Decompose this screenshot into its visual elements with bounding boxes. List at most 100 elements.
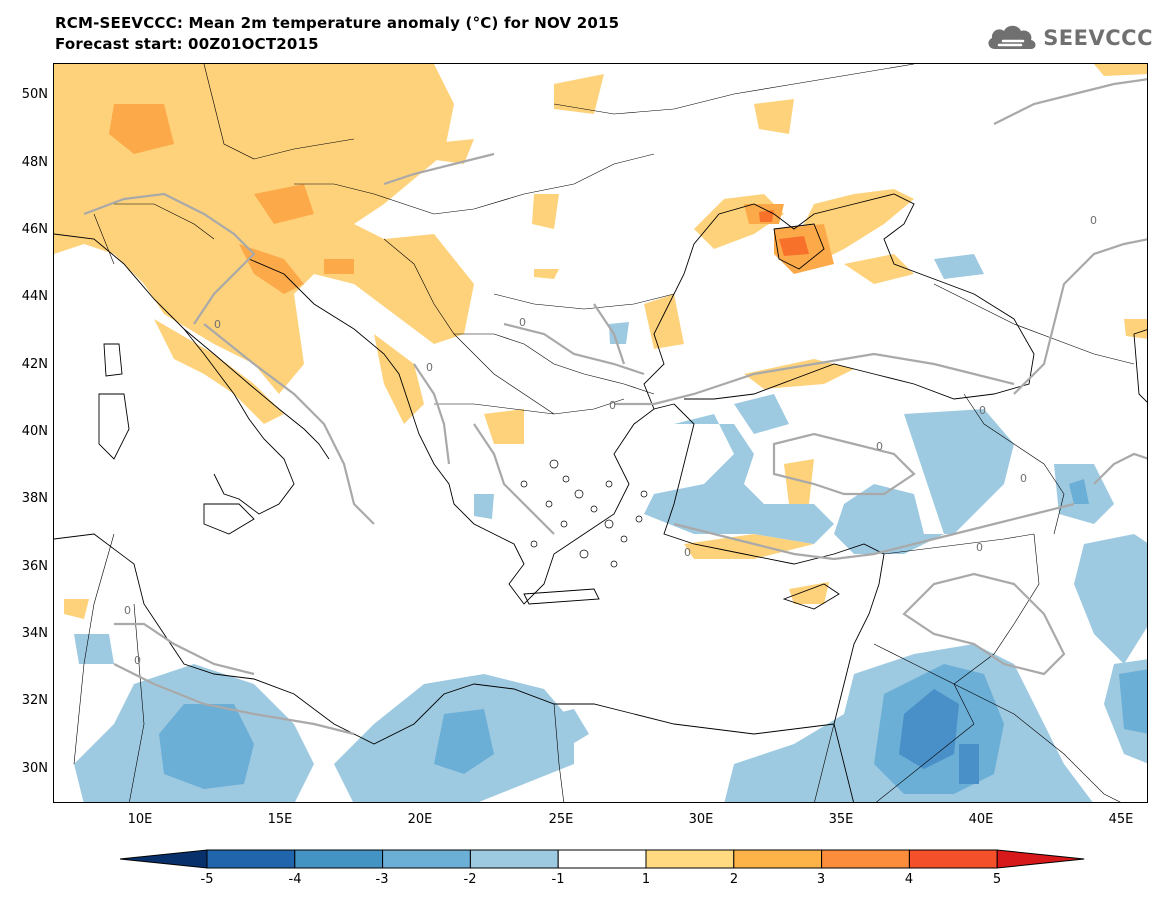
colorbar-arrow-high [996,849,1085,869]
colorbar-label: 2 [729,872,739,887]
cold-anomaly-egypt-small [554,709,589,749]
cold-anomaly-greek-islands [474,494,494,519]
zero-contour-bulgaria [503,322,645,376]
border-at-hu [294,183,435,215]
colorbar-swatch [821,849,910,869]
coastline-crete [523,588,600,605]
warm-anomaly-cyprus [789,582,829,604]
coastline-corsica [103,343,123,377]
lon-label: 40E [968,812,994,827]
zero-contour-northeast [993,78,1147,125]
colorbar-swatch [557,849,647,869]
border-syria-iraq [953,533,1040,685]
warm-anomaly-romania [532,194,559,229]
colorbar-swatch [469,849,559,869]
cold-anomaly-bulgaria [609,322,629,344]
lat-label: 48N [21,155,48,170]
warm-anomaly-ukraine-patch [754,99,794,134]
contour-label-0: 0 [976,541,983,554]
lat-label: 38N [21,491,48,506]
map-panel[interactable]: 0 0 0 0 0 0 0 0 0 0 0 0 [53,63,1148,803]
logo-text: SEEVCCC [1043,26,1153,50]
colorbar-label: 5 [992,872,1002,887]
coastline-crimea [773,223,825,270]
colorbar-swatches [120,849,1085,869]
border-fr-it [93,213,115,265]
zero-contour-balkans [413,363,451,465]
contour-label-0: 0 [134,654,141,667]
lat-label: 46N [21,222,48,237]
colorbar [120,849,1085,869]
lon-label: 10E [127,812,153,827]
border-jordan [873,643,975,802]
zero-contour-black-sea [593,303,626,365]
lat-label: 42N [21,357,48,372]
warm-anomaly-turkey-central [784,459,814,504]
border-hu-ro [433,153,655,215]
anomaly-map: 0 0 0 0 0 0 0 0 0 0 0 0 [54,64,1147,802]
zero-contour-africa [114,622,255,676]
coastlines [54,193,1147,802]
contour-label-0: 0 [1020,472,1027,485]
colorbar-label: -2 [463,872,477,887]
zero-contour-europe [83,192,256,325]
zero-contour-east [1013,238,1147,395]
lon-label: 45E [1108,812,1134,827]
zero-contour-africa-2 [113,663,355,736]
warm3-crimea [779,236,809,256]
lon-label: 20E [407,812,433,827]
contour-label-0: 0 [519,316,526,329]
cold-anomaly-tunisia [74,634,114,664]
border-turkey-east [963,393,1065,535]
warm-anomaly-italy-coast [154,319,284,424]
coastline-anatolia-south [663,403,885,565]
contour-label-0: 0 [876,440,883,453]
zero-contour-north-hungary [383,152,495,186]
border-saudi [953,683,1121,802]
warm-anomaly-greece [484,409,524,444]
contour-label-0: 0 [1090,214,1097,227]
warm-anomaly-ne-corner [1094,64,1147,76]
warm-anomaly-turkey-south-coast [684,534,814,559]
lat-label: 34N [21,626,48,641]
warm2-bosnia [324,259,354,274]
warm-anomaly-bulgaria-coast [644,294,684,349]
warm3-sea-of-azov [759,210,774,222]
coastline-black-sea [643,193,1035,410]
warm-shading [54,64,1147,619]
lat-label: 44N [21,289,48,304]
coastline-levant [833,553,885,802]
contour-label-0: 0 [609,399,616,412]
colorbar-label: -3 [375,872,389,887]
aegean-islands [520,459,648,568]
zero-contour-labels: 0 0 0 0 0 0 0 0 0 0 0 0 [124,214,1097,667]
contour-label-0: 0 [684,546,691,559]
colorbar-arrow-low [120,849,208,869]
colorbar-label: -1 [551,872,565,887]
cold-shading-strong [159,479,1147,794]
warm-anomaly-romania-east [534,269,559,279]
warm-anomaly-caucasus-east [1124,319,1147,339]
cold3-middle-east [899,689,959,769]
seevccc-logo: SEEVCCC [985,20,1153,56]
map-title: RCM-SEEVCCC: Mean 2m temperature anomaly… [55,14,620,32]
border-greece-north [434,398,625,415]
border-algeria [73,533,115,765]
warm-anomaly-bohemia [554,74,604,114]
cold2-iraq [1119,669,1147,734]
warm-anomaly-azov [844,254,914,284]
colorbar-swatch [733,849,823,869]
zero-contour-greece [473,423,555,535]
cold2-caucasus [1069,479,1089,504]
colorbar-label: 3 [816,872,826,887]
border-balkans-1 [383,238,555,415]
cold-anomaly-anatolia-north [734,394,789,434]
cold-anomaly-anatolia-east [834,409,1014,554]
coastline-cyprus [782,583,840,610]
coastline-balkans [248,258,495,535]
border-balkans-2 [454,333,655,395]
coastline-italy [183,328,295,515]
colorbar-label: 1 [641,872,651,887]
border-de-pl [203,64,355,160]
colorbar-label: -5 [200,872,214,887]
